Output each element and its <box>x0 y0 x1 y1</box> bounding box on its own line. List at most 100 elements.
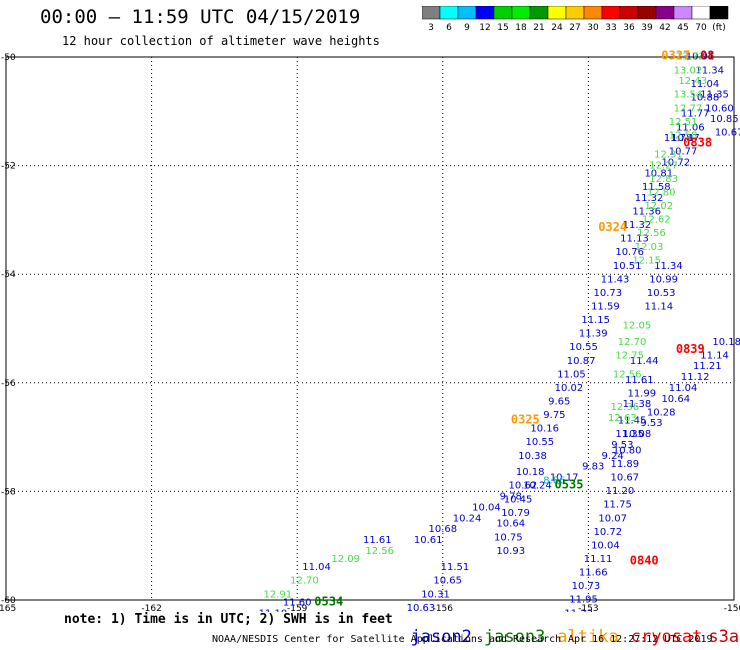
wave-height-value: 11.05 <box>557 369 586 380</box>
wave-height-value: 11.36 <box>632 206 661 217</box>
wave-height-value: 9.53 <box>640 418 662 429</box>
wave-height-value: 10.64 <box>661 394 690 405</box>
wave-height-value: 9.78 <box>500 492 522 503</box>
generated-timestamp: Apr 16 12:27:12 UTC 2019 <box>568 634 713 645</box>
colorbar-label: 33 <box>605 23 616 32</box>
wave-height-value: 11.38 <box>623 399 652 410</box>
wave-height-value: 10.80 <box>613 445 642 456</box>
wave-height-value: 12.62 <box>642 215 671 226</box>
wave-height-value: 11.58 <box>642 182 671 193</box>
latitude-tick-label: -50 <box>1 53 16 63</box>
wave-height-value: 13.02 <box>674 65 703 76</box>
longitude-tick-label: -159 <box>287 604 308 612</box>
wave-height-value: 10.24 <box>523 481 552 492</box>
wave-height-value: 10.53 <box>647 288 676 299</box>
wave-height-value: 10.47 <box>671 133 700 144</box>
wave-height-value: 10.75 <box>494 532 523 543</box>
wave-height-value: 8.86 <box>543 475 565 486</box>
wave-height-value: 11.35 <box>615 429 644 440</box>
longitude-tick-label: -156 <box>433 604 454 612</box>
wave-height-value: 10.87 <box>567 356 596 367</box>
wave-height-value: 10.62 <box>509 481 538 492</box>
wave-height-value: 10.65 <box>433 576 462 587</box>
wave-height-value: 11.78 <box>664 133 693 144</box>
wave-height-value: 11.04 <box>691 79 720 90</box>
wave-height-value: 11.04 <box>302 562 331 573</box>
wave-height-value: 12.15 <box>632 255 661 266</box>
colorbar-label: 30 <box>587 23 599 32</box>
legend-cryosat: cryosat <box>630 627 703 647</box>
wave-height-value: 10.85 <box>710 114 739 125</box>
wave-height-value: 11.61 <box>625 375 654 386</box>
wave-height-value: 11.39 <box>579 329 608 340</box>
wave-height-value: 11.95 <box>569 595 598 606</box>
latitude-tick-label: -54 <box>1 270 16 280</box>
wave-height-value: 10.77 <box>669 147 698 158</box>
wave-height-value: 11.99 <box>627 388 656 399</box>
wave-height-value: 11.21 <box>693 361 722 372</box>
wave-height-value: 9.24 <box>602 451 624 462</box>
colorbar-label: 12 <box>479 23 490 32</box>
wave-height-value: 10.31 <box>421 589 450 600</box>
wave-height-value: 12.70 <box>618 337 647 348</box>
wave-height-value: 9.53 <box>611 440 633 451</box>
wave-height-value: 10.02 <box>555 383 584 394</box>
colorbar-label: 9 <box>464 23 470 32</box>
wave-height-value: 10.45 <box>504 494 533 505</box>
wave-height-value: 12.70 <box>290 576 319 587</box>
colorbar-label: (ft) <box>712 23 726 32</box>
wave-height-value: 10.73 <box>593 288 622 299</box>
color-scale-legend: 3 6 9 12 15 18 21 24 27 30 33 36 39 42 45 70 (ft) <box>422 6 729 32</box>
wave-height-value: 11.77 <box>681 109 710 120</box>
wave-height-value: 12.03 <box>635 242 664 253</box>
colorbar-swatch <box>709 6 729 20</box>
colorbar-label: 21 <box>533 23 544 32</box>
wave-height-value: 10.88 <box>691 92 720 103</box>
pass-time-label: 0325 <box>511 413 540 427</box>
longitude-tick-label: -153 <box>578 604 598 612</box>
pass-time-label: 0840 <box>630 554 659 568</box>
wave-height-value: 10.08 <box>623 429 652 440</box>
latitude-tick-label: -56 <box>1 379 16 389</box>
wave-height-value: 12.58 <box>669 130 698 141</box>
longitude-tick-label: -165 <box>0 604 16 612</box>
wave-height-value: 11.66 <box>579 568 608 579</box>
wave-height-value: 10.55 <box>526 437 555 448</box>
pass-time-label: 0327 <box>661 49 690 63</box>
colorbar-label: 39 <box>641 23 653 32</box>
colorbar-label: 6 <box>446 23 452 32</box>
wave-height-value: 11.23 <box>564 608 593 612</box>
satellite-legend: jason2 jason3 altika cryosat s3a <box>390 607 740 647</box>
wave-height-value: 11.14 <box>700 350 729 361</box>
wave-height-value: 12.36 <box>610 402 639 413</box>
plot-frame <box>5 56 735 601</box>
wave-height-value: 12.80 <box>647 187 676 198</box>
wave-height-value: 12.91 <box>263 589 292 600</box>
wave-height-value: 11.13 <box>620 234 649 245</box>
wave-height-value: 11.35 <box>700 90 729 101</box>
wave-height-value: 10.61 <box>414 535 443 546</box>
wave-height-value: 10.28 <box>647 407 676 418</box>
wave-height-value: 10.55 <box>569 342 598 353</box>
wave-height-value: 11.32 <box>635 193 664 204</box>
wave-height-value: 10.24 <box>453 513 482 524</box>
page-subtitle: 12 hour collection of altimeter wave hei… <box>62 34 380 48</box>
colorbar-label: 15 <box>497 23 508 32</box>
wave-height-value: 10.67 <box>715 128 740 139</box>
legend-s3a: s3a <box>708 627 740 647</box>
wave-height-value: 10.64 <box>496 519 525 530</box>
wave-height-value: 11.34 <box>654 261 683 272</box>
wave-height-value: 12.56 <box>637 228 666 239</box>
colorbar-label: 18 <box>515 23 527 32</box>
wave-height-value: 11.06 <box>676 122 705 133</box>
page-title: 00:00 – 11:59 UTC 04/15/2019 <box>40 6 361 28</box>
wave-height-value: 10.51 <box>613 261 642 272</box>
wave-height-value: 10.60 <box>705 103 734 114</box>
wave-height-value: 10.04 <box>472 502 501 513</box>
wave-height-value: 12.63 <box>608 413 637 424</box>
longitude-tick-label: -162 <box>141 604 161 612</box>
colorbar-label: 70 <box>695 23 707 32</box>
wave-height-value: 11.60 <box>283 597 312 608</box>
legend-jason2: jason2 <box>410 627 472 647</box>
wave-height-value: 12.83 <box>649 174 678 185</box>
